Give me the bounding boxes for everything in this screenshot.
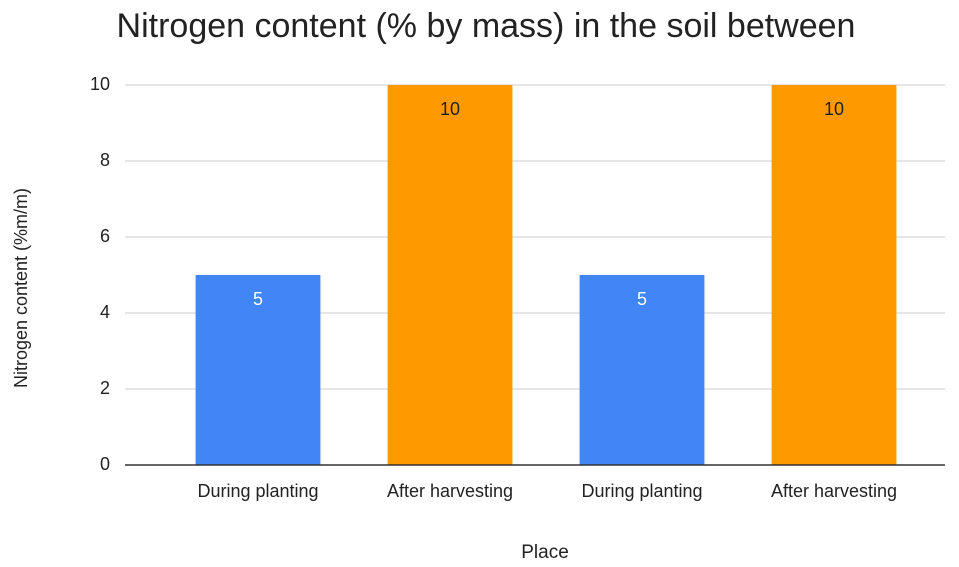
x-tick-label: After harvesting <box>387 481 513 501</box>
chart-title: Nitrogen content (% by mass) in the soil… <box>117 7 856 45</box>
bar <box>771 85 897 465</box>
y-tick-label: 10 <box>90 74 110 94</box>
bar <box>387 85 513 465</box>
y-tick-label: 0 <box>100 454 110 474</box>
data-label: 5 <box>637 289 647 309</box>
y-tick-label: 6 <box>100 226 110 246</box>
data-label: 10 <box>440 99 460 119</box>
bar <box>195 275 321 465</box>
y-tick-label: 2 <box>100 378 110 398</box>
x-tick-label: During planting <box>581 481 702 501</box>
bar <box>579 275 705 465</box>
x-tick-label: After harvesting <box>771 481 897 501</box>
y-tick-label: 4 <box>100 302 110 322</box>
y-axis-label: Nitrogen content (%m/m) <box>11 188 31 388</box>
y-tick-label: 8 <box>100 150 110 170</box>
x-tick-label: During planting <box>197 481 318 501</box>
x-axis-label: Place <box>521 542 569 563</box>
data-label: 5 <box>253 289 263 309</box>
data-label: 10 <box>824 99 844 119</box>
